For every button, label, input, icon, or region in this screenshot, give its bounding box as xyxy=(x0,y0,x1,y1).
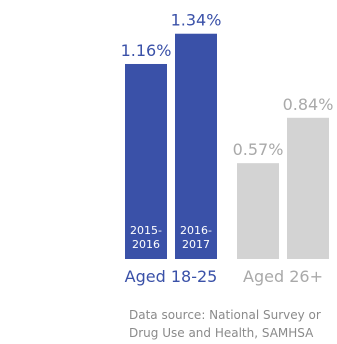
bar-value-label: 1.16% xyxy=(121,41,172,60)
bar-1-0 xyxy=(237,163,279,259)
data-source-line-1: Data source: National Survey or xyxy=(129,308,321,322)
bar-0-1 xyxy=(175,33,217,259)
bar-period-label: 2016- xyxy=(180,224,212,237)
bar-0-0 xyxy=(125,63,167,260)
bar-period-label: 2015- xyxy=(130,224,162,237)
bar-period-label: 2017 xyxy=(182,238,210,251)
data-source-note: Data source: National Survey or Drug Use… xyxy=(129,306,337,342)
data-source-line-2: Drug Use and Health, SAMHSA xyxy=(129,326,314,340)
bar-value-label: 1.34% xyxy=(171,11,222,30)
bar-1-1 xyxy=(287,117,329,259)
bar-value-label: 0.57% xyxy=(233,140,284,159)
group-label: Aged 18-25 xyxy=(125,267,218,286)
bar-value-label: 0.84% xyxy=(283,95,334,114)
bar-period-label: 2016 xyxy=(132,238,160,251)
group-label: Aged 26+ xyxy=(243,267,323,286)
